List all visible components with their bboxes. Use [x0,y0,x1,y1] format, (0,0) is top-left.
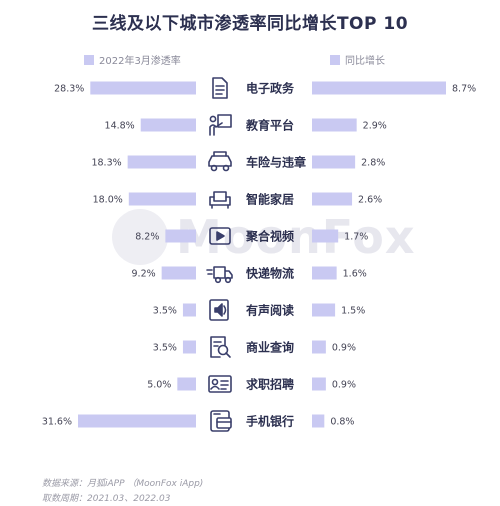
value-label-penetration: 3.5% [153,306,177,317]
chart-row: 3.5% 商业查询 0.9% [153,336,356,358]
bar-growth [312,155,356,169]
bar-penetration [78,414,196,428]
teacher-board-icon [209,114,232,136]
watermark-moon-icon [112,209,168,265]
bar-penetration [165,229,196,243]
chart-row: 9.2% 快递物流 1.6% [132,266,367,284]
audiobook-speaker-icon [209,299,229,321]
value-label-penetration: 5.0% [147,380,171,391]
bar-growth [312,118,357,132]
bar-penetration [127,155,196,169]
value-label-penetration: 8.2% [135,232,159,243]
bank-card-icon [210,410,232,432]
video-play-icon [209,227,231,245]
value-label-growth: 0.9% [332,343,356,354]
category-label: 快递物流 [246,266,294,281]
category-label: 有声阅读 [246,303,294,318]
bar-penetration [161,266,196,280]
bar-penetration [182,303,196,317]
value-label-penetration: 3.5% [153,343,177,354]
category-label: 教育平台 [245,118,294,133]
category-label: 商业查询 [246,340,294,355]
chart-title: 三线及以下城市渗透率同比增长TOP 10 [91,14,409,34]
watermark-text: MoonFox [176,210,416,264]
chart-row: 3.5% 有声阅读 1.5% [153,299,365,321]
value-label-growth: 0.8% [330,417,354,428]
bar-growth [312,414,325,428]
chart-row: 18.0% 智能家居 2.6% [93,191,382,209]
value-label-growth: 1.7% [344,232,368,243]
car-icon [208,151,232,172]
legend-penetration: 2022年3月渗透率 [84,52,181,67]
delivery-truck-icon [206,266,233,284]
value-label-penetration: 9.2% [132,269,156,280]
value-label-growth: 1.6% [343,269,367,280]
chart-row: 8.2% 聚合视频 1.7% [135,227,368,245]
category-label: 智能家居 [245,192,294,207]
value-label-penetration: 28.3% [54,84,84,95]
chart-row: 5.0% 求职招聘 0.9% [147,375,356,393]
value-label-growth: 8.7% [452,84,476,95]
bar-growth [312,229,339,243]
chart-row: 14.8% 教育平台 2.9% [105,114,387,136]
bar-penetration [182,340,196,354]
chart-row: 18.3% 车险与违章 2.8% [91,151,385,172]
sofa-icon [209,191,231,209]
value-label-penetration: 18.3% [91,158,121,169]
legend-growth: 同比增长 [330,52,385,67]
bar-growth [312,303,336,317]
bar-growth [312,340,326,354]
footer-source: 数据来源：月狐iAPP （MoonFox iApp) [42,479,204,489]
watermark-logo: MoonFox [112,206,415,268]
value-label-growth: 0.9% [332,380,356,391]
bar-growth [312,192,353,206]
value-label-penetration: 31.6% [42,417,72,428]
value-label-penetration: 14.8% [105,121,135,132]
bar-growth [312,81,446,95]
value-label-growth: 2.9% [363,121,387,132]
bar-penetration [128,192,196,206]
bar-penetration [90,81,196,95]
category-label: 聚合视频 [245,229,294,244]
bar-growth [312,266,337,280]
category-label: 求职招聘 [246,377,294,392]
legend-swatch-penetration [84,54,94,65]
category-label: 电子政务 [246,81,295,96]
legend-swatch-growth [330,54,340,65]
chart-row: 31.6% 手机银行 0.8% [42,410,354,432]
document-icon [212,77,228,99]
legend-label-penetration: 2022年3月渗透率 [99,56,181,67]
bar-growth [312,377,326,391]
value-label-growth: 2.6% [358,195,382,206]
value-label-growth: 2.8% [361,158,385,169]
resume-card-icon [208,375,232,393]
legend-label-growth: 同比增长 [345,56,385,67]
footer-period: 取数周期：2021.03、2022.03 [42,494,171,504]
chart-row: 28.3% 电子政务 8.7% [54,77,476,99]
value-label-growth: 1.5% [341,306,365,317]
value-label-penetration: 18.0% [93,195,123,206]
business-search-icon [210,336,231,358]
category-label: 车险与违章 [246,155,306,170]
bar-penetration [177,377,196,391]
category-label: 手机银行 [246,414,294,429]
bar-penetration [140,118,196,132]
